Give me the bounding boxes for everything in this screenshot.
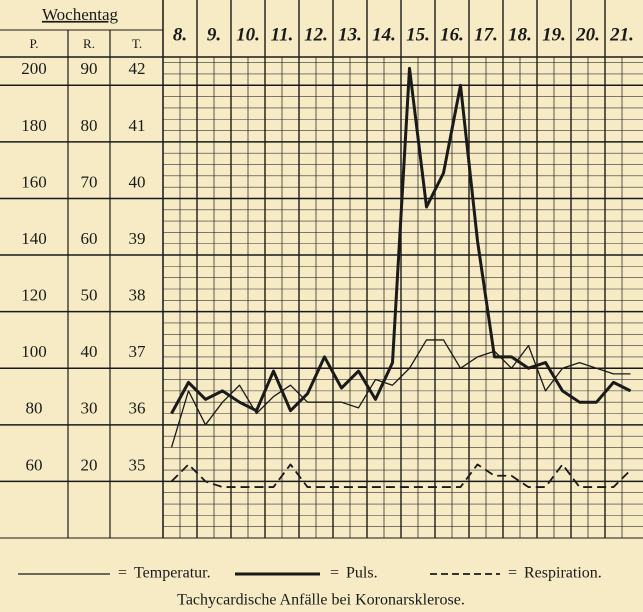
x-tick-label: 9. xyxy=(207,24,221,45)
x-tick-label: 15. xyxy=(406,24,430,45)
y-tick-label: 200 xyxy=(21,59,47,78)
legend-label: Temperatur. xyxy=(134,565,211,582)
y-tick-label: 30 xyxy=(81,399,98,418)
legend-separator: = xyxy=(330,565,339,582)
y-tick-label: 39 xyxy=(129,229,146,248)
r-axis-label: R. xyxy=(83,36,95,51)
y-tick-label: 35 xyxy=(129,455,146,474)
x-tick-label: 20. xyxy=(575,24,600,45)
legend-label: Respiration. xyxy=(524,565,602,582)
x-tick-label: 8. xyxy=(173,24,187,45)
t-axis-label: T. xyxy=(132,36,142,51)
y-tick-label: 40 xyxy=(81,342,98,361)
y-tick-label: 50 xyxy=(81,286,98,305)
y-tick-label: 38 xyxy=(129,286,146,305)
y-tick-label: 180 xyxy=(21,116,47,135)
x-tick-label: 11. xyxy=(271,24,294,45)
x-axis-label: Wochentag xyxy=(42,5,119,24)
y-tick-label: 90 xyxy=(81,59,98,78)
y-tick-label: 36 xyxy=(129,399,146,418)
y-tick-label: 100 xyxy=(21,342,47,361)
y-tick-label: 80 xyxy=(81,116,98,135)
x-tick-label: 10. xyxy=(236,24,260,45)
chart-title: Tachycardische Anfälle bei Koronarsklero… xyxy=(177,592,465,609)
x-tick-label: 17. xyxy=(474,24,498,45)
y-tick-label: 40 xyxy=(129,172,146,191)
y-tick-label: 20 xyxy=(81,455,98,474)
y-tick-label: 160 xyxy=(21,172,47,191)
y-tick-label: 140 xyxy=(21,229,47,248)
x-tick-label: 21. xyxy=(609,24,634,45)
y-tick-label: 80 xyxy=(26,399,43,418)
y-tick-label: 60 xyxy=(81,229,98,248)
legend-separator: = xyxy=(118,565,127,582)
x-tick-label: 18. xyxy=(508,24,532,45)
y-tick-label: 37 xyxy=(129,342,147,361)
x-tick-label: 12. xyxy=(304,24,328,45)
legend-separator: = xyxy=(508,565,517,582)
x-tick-label: 13. xyxy=(338,24,362,45)
x-tick-label: 16. xyxy=(440,24,464,45)
series-line xyxy=(170,66,632,415)
y-tick-label: 42 xyxy=(129,59,146,78)
y-tick-label: 41 xyxy=(129,116,146,135)
y-tick-label: 70 xyxy=(81,172,98,191)
legend-label: Puls. xyxy=(346,565,378,582)
x-tick-label: 19. xyxy=(542,24,566,45)
p-axis-label: P. xyxy=(29,36,38,51)
y-tick-label: 120 xyxy=(21,286,47,305)
x-tick-label: 14. xyxy=(372,24,396,45)
series-line xyxy=(170,463,632,488)
y-tick-label: 60 xyxy=(26,455,43,474)
